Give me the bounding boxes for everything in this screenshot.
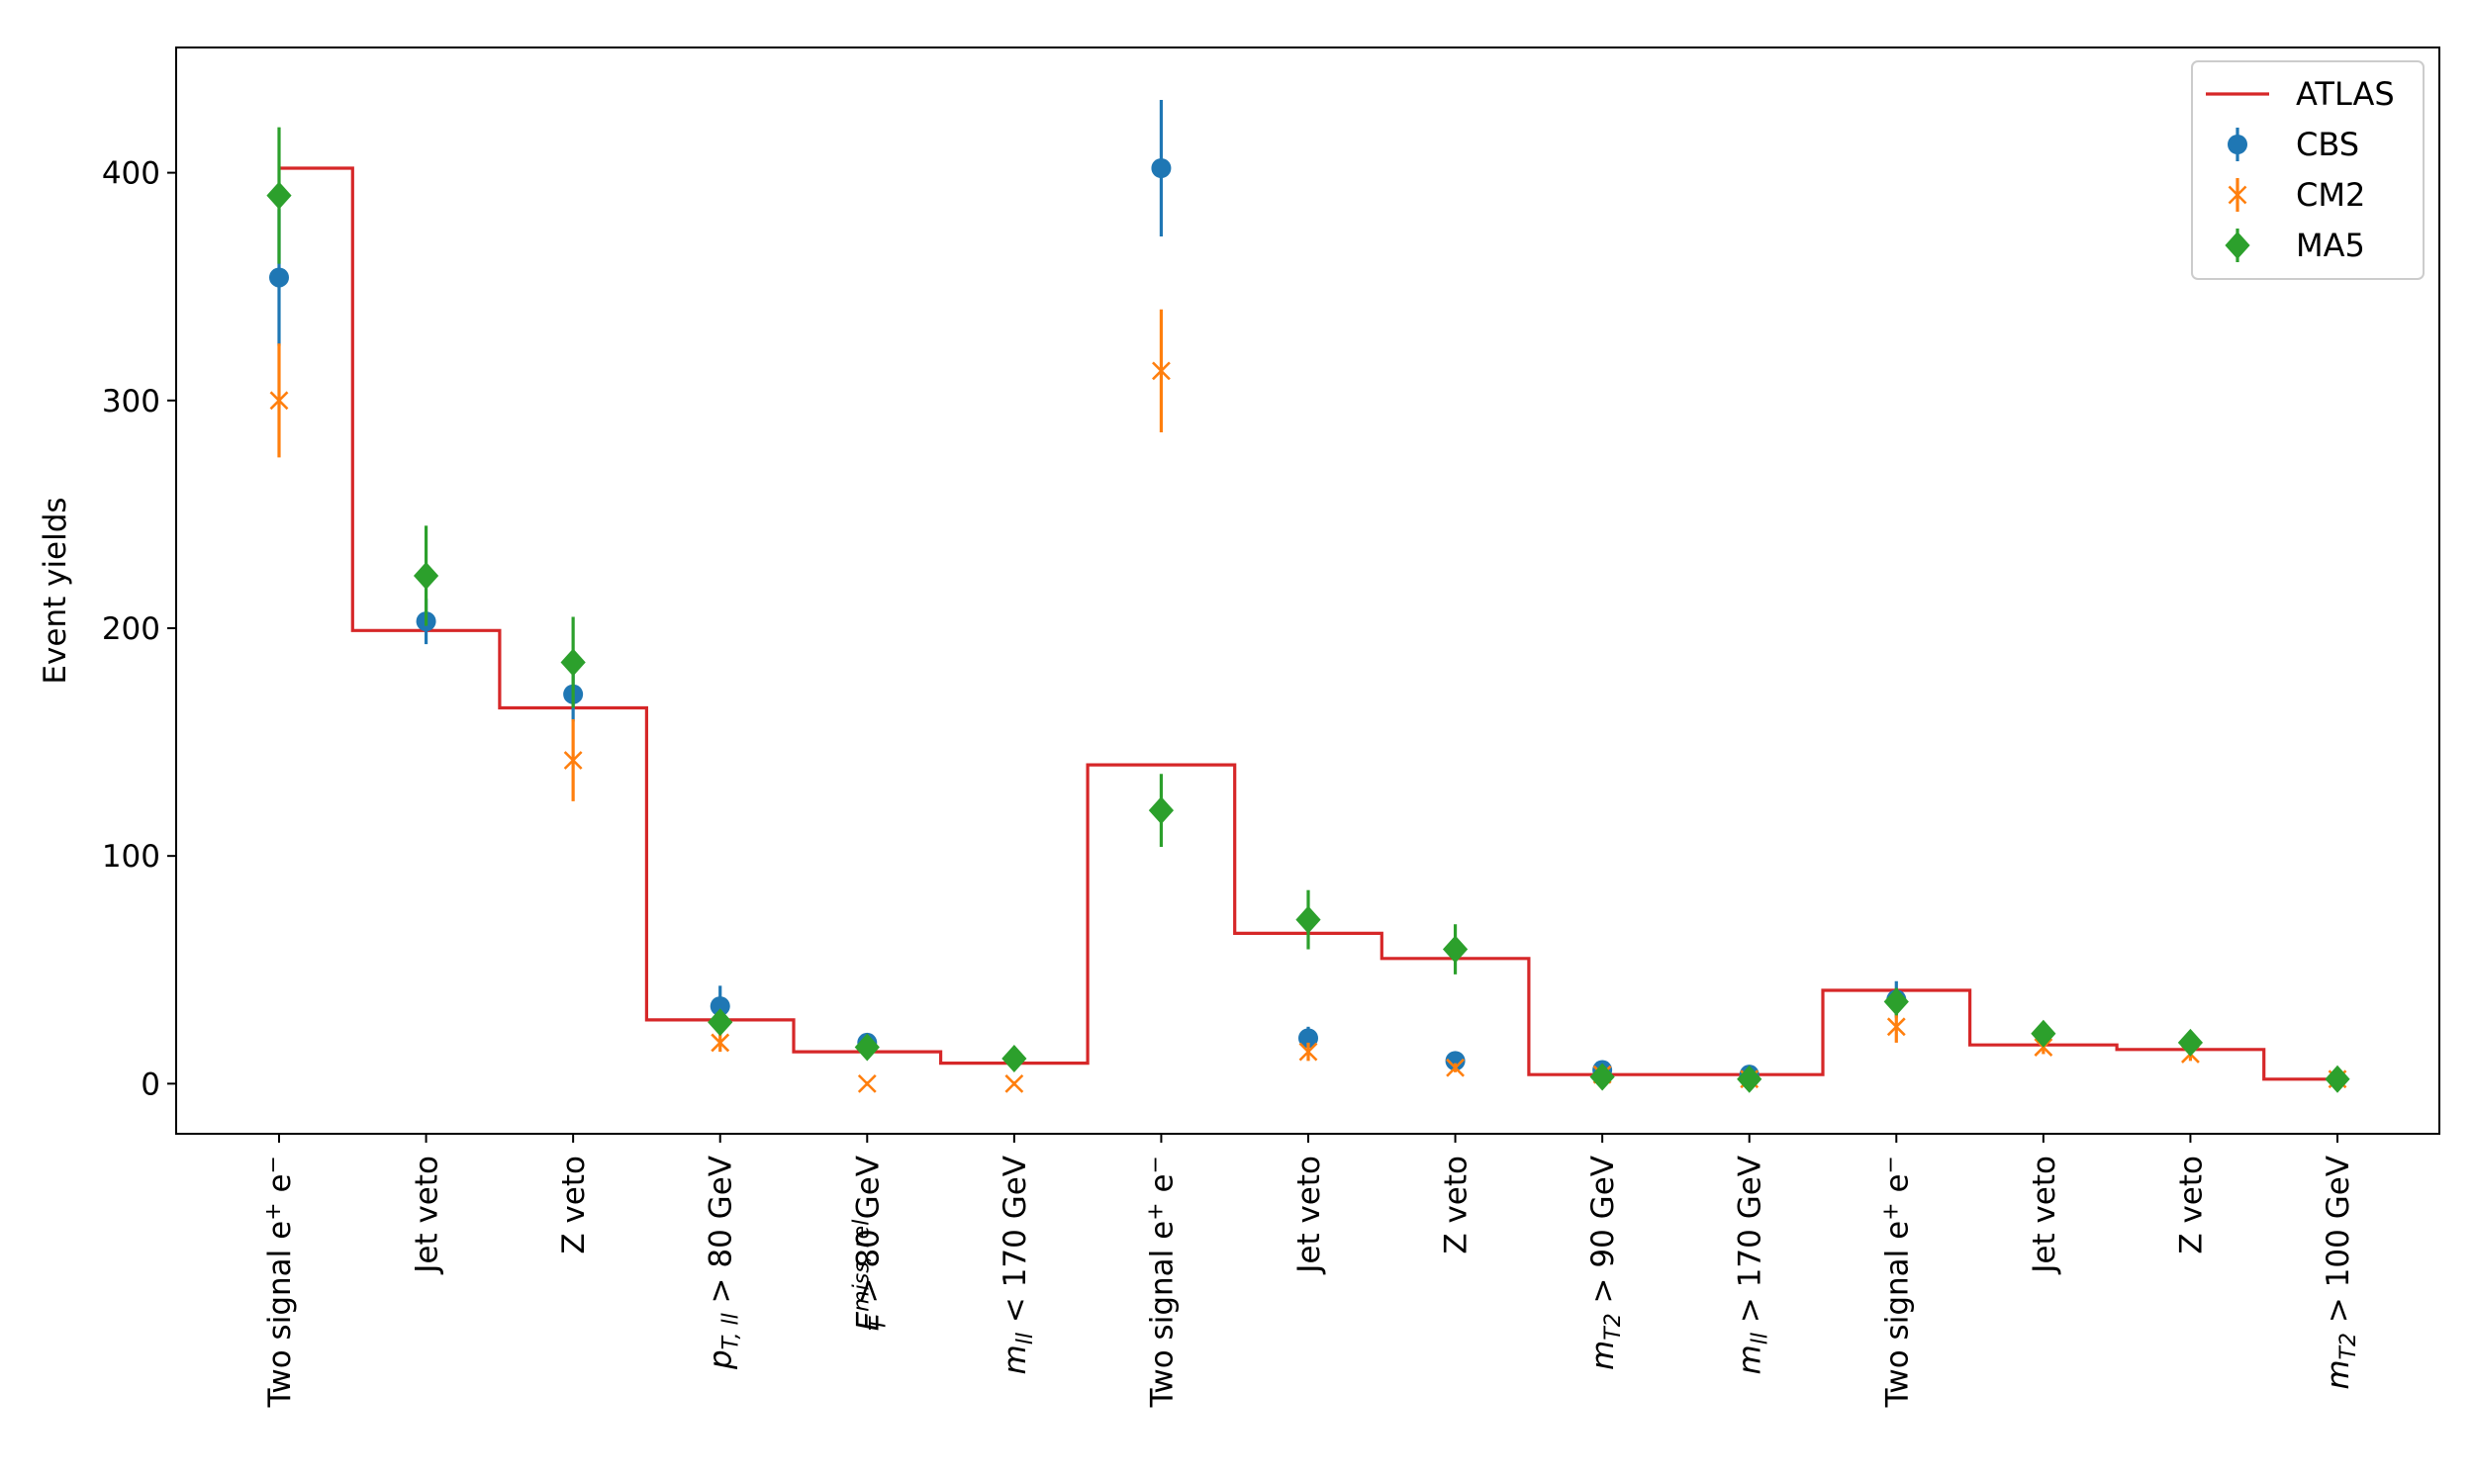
ma5-point [1295, 905, 1321, 934]
ma5-point [1442, 935, 1469, 964]
cm2-point [857, 1073, 877, 1093]
axes-frame [175, 46, 2440, 1135]
series-ma5 [266, 127, 2350, 1093]
ma5-point [2031, 1019, 2056, 1048]
cm2-point [1446, 1058, 1465, 1077]
cm2-point [711, 1033, 730, 1053]
plot-area [266, 99, 2350, 1093]
cbs-point [710, 996, 730, 1017]
ma5-point [266, 181, 292, 210]
ma5-point [708, 1008, 733, 1037]
ma5-point [2325, 1065, 2350, 1093]
y-axis-label: Event yields [38, 497, 73, 684]
legend-label-atlas: ATLAS [2296, 75, 2395, 113]
cbs-point [1151, 158, 1172, 178]
cm2-point [1298, 1042, 1318, 1062]
x-tick-label: Z veto [556, 1156, 592, 1254]
legend-swatch-ma5 [2225, 232, 2250, 259]
legend-swatch-cbs [2228, 135, 2247, 154]
x-tick-label: Z veto [1439, 1156, 1475, 1254]
ma5-point [1737, 1065, 1762, 1093]
legend-label-cbs: CBS [2296, 126, 2359, 163]
cbs-point [269, 267, 289, 288]
y-tick-label: 0 [141, 1067, 160, 1102]
legend-box [2191, 60, 2425, 280]
y-tick-label: 200 [102, 611, 160, 647]
ma5-point [1883, 987, 1909, 1016]
x-tick-label: Jet veto [1291, 1156, 1327, 1275]
x-tick-label: Z veto [2173, 1156, 2209, 1254]
cm2-point [563, 751, 583, 770]
cm2-point [1152, 361, 1171, 381]
x-tick-label: mT2 > 100 GeV [2321, 1156, 2361, 1390]
ma5-point [1148, 796, 1175, 825]
x-tick-label: Two signal e+ e− [1144, 1156, 1181, 1408]
cbs-point [1445, 1051, 1466, 1071]
axes: 0 100 200 300 400 Event yields Two signal e+ e… [38, 46, 2440, 1408]
cbs-point [1298, 1028, 1318, 1049]
ma5-point [1589, 1063, 1615, 1091]
y-tick-label: 100 [102, 839, 160, 875]
ma5-point [2177, 1028, 2204, 1057]
x-tick-label: mll < 170 GeV [998, 1156, 1038, 1374]
legend-label-cm2: CM2 [2296, 176, 2365, 214]
ma5-point [854, 1033, 880, 1062]
legend-swatch-cm2 [2228, 185, 2247, 205]
legend-label-ma5: MA5 [2296, 227, 2365, 264]
legend: ATLAS CBS CM2 MA5 [2191, 60, 2425, 280]
x-tick-label: Two signal e+ e− [1878, 1156, 1915, 1408]
x-tick-label: Jet veto [410, 1156, 445, 1275]
x-tick-label: Two signal e+ e− [261, 1156, 298, 1408]
ma5-point [413, 562, 439, 591]
cm2-point [269, 391, 289, 411]
x-tick-label: Emiss, relT > 80 GeV [849, 1156, 890, 1331]
ma5-point [560, 648, 586, 677]
y-tick-label: 400 [102, 156, 160, 192]
x-tick-label: pT, ll > 80 GeV [704, 1156, 744, 1370]
y-tick-label: 300 [102, 384, 160, 419]
x-tick-label: Jet veto [2027, 1156, 2062, 1275]
cm2-point [1004, 1073, 1024, 1093]
ma5-point [1001, 1045, 1027, 1073]
x-tick-label: mT2 > 90 GeV [1585, 1156, 1626, 1370]
series-cm2 [269, 309, 2347, 1093]
atlas-step-line [279, 166, 2337, 1081]
cm2-point [1886, 1017, 1906, 1037]
x-tick-label: mll > 170 GeV [1733, 1156, 1773, 1374]
